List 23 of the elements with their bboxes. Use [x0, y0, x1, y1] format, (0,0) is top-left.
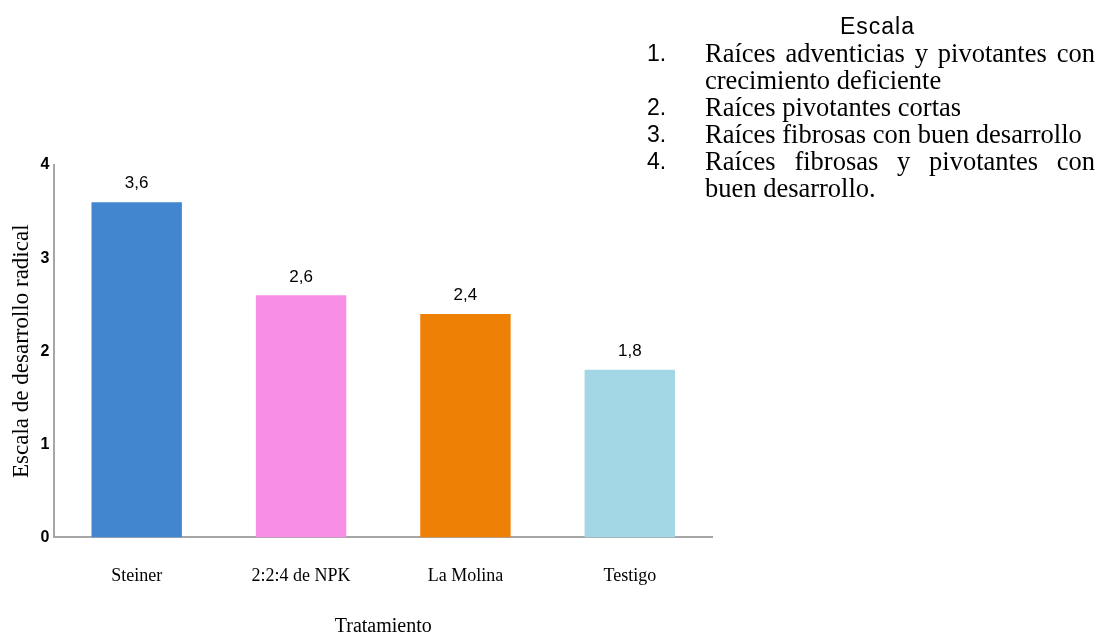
y-tick-label: 3: [40, 248, 50, 266]
bar: [91, 202, 182, 538]
bar: [584, 369, 676, 538]
text: Escala: [838, 12, 916, 40]
x-axis-title: Tratamiento: [334, 614, 432, 637]
y-tick-label: 1: [40, 434, 50, 452]
y-tick-label: 2: [40, 341, 50, 359]
data-label: 3,6: [124, 173, 149, 193]
x-tick-label: 2:2:4 de NPK: [251, 564, 351, 585]
bar: [420, 313, 511, 538]
data-label: 1,8: [617, 341, 642, 361]
x-tick-label: Steiner: [111, 564, 163, 585]
y-axis-title: Escala de desarrollo radical: [7, 224, 33, 478]
y-tick-label: 0: [40, 527, 50, 545]
data-label: 2,4: [453, 285, 478, 305]
x-tick-label: Testigo: [603, 564, 657, 585]
bar: [255, 295, 347, 538]
text: 4. Raíces fibrosas y pivotantes con buen desarrollo.: [647, 146, 1095, 203]
y-tick-label: 4: [40, 155, 50, 173]
data-label: 2,6: [289, 266, 313, 286]
text: 1. Raíces adventicias y pivotantes con crecimiento deficiente: [647, 38, 1095, 95]
x-tick-label: La Molina: [427, 564, 504, 585]
text: 2. Raíces pivotantes cortas: [647, 92, 962, 122]
